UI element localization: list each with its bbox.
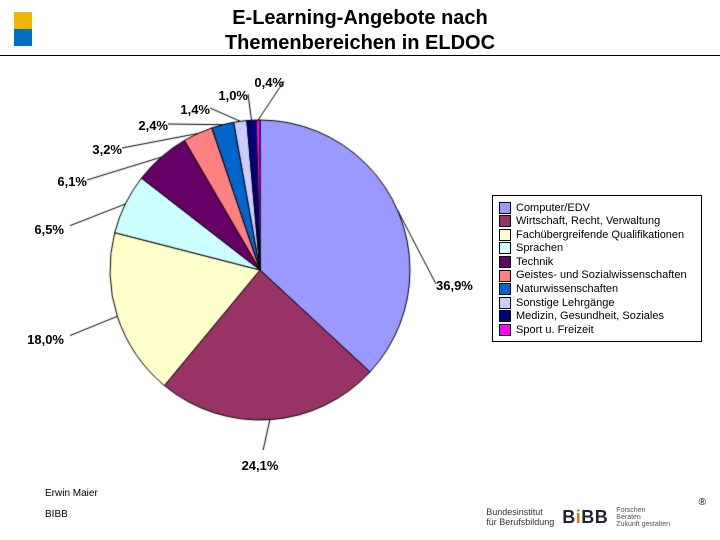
legend-label: Medizin, Gesundheit, Soziales bbox=[516, 310, 664, 322]
legend-row: Sport u. Freizeit bbox=[499, 324, 695, 336]
legend-label: Wirtschaft, Recht, Verwaltung bbox=[516, 215, 660, 227]
legend-swatch bbox=[499, 310, 511, 322]
legend-label: Naturwissenschaften bbox=[516, 283, 618, 295]
legend-label: Sonstige Lehrgänge bbox=[516, 297, 614, 309]
registered-mark: ® bbox=[699, 497, 706, 508]
brand-tag-2: Beraten bbox=[616, 514, 670, 521]
brand-tag-1: Forschen bbox=[616, 507, 670, 514]
title-line-1: E-Learning-Angebote nach bbox=[232, 7, 488, 29]
pie-pct-label: 18,0% bbox=[27, 332, 64, 347]
pie-pct-label: 6,5% bbox=[34, 222, 64, 237]
legend-row: Fachübergreifende Qualifikationen bbox=[499, 229, 695, 241]
pie-pct-label: 0,4% bbox=[254, 75, 284, 90]
legend-row: Technik bbox=[499, 256, 695, 268]
legend-swatch bbox=[499, 283, 511, 295]
brand-tagline: Forschen Beraten Zukunft gestalten bbox=[616, 507, 670, 528]
brand-block: Bundesinstitut für Berufsbildung BiBB Fo… bbox=[486, 507, 670, 528]
brand-logo: BiBB bbox=[562, 507, 608, 528]
legend: Computer/EDVWirtschaft, Recht, Verwaltun… bbox=[492, 195, 702, 342]
brand-bundes-l2: für Berufsbildung bbox=[486, 518, 554, 527]
slide: E-Learning-Angebote nach Themenbereichen… bbox=[0, 0, 720, 540]
pie-pct-label: 36,9% bbox=[436, 278, 473, 293]
legend-row: Medizin, Gesundheit, Soziales bbox=[499, 310, 695, 322]
legend-row: Wirtschaft, Recht, Verwaltung bbox=[499, 215, 695, 227]
legend-swatch bbox=[499, 256, 511, 268]
legend-swatch bbox=[499, 324, 511, 336]
legend-row: Naturwissenschaften bbox=[499, 283, 695, 295]
legend-row: Sprachen bbox=[499, 242, 695, 254]
legend-swatch bbox=[499, 229, 511, 241]
footer: Erwin Maier BIBB bbox=[45, 487, 98, 522]
legend-row: Sonstige Lehrgänge bbox=[499, 297, 695, 309]
title-line-2: Themenbereichen in ELDOC bbox=[225, 32, 495, 54]
slide-title: E-Learning-Angebote nach Themenbereichen… bbox=[0, 6, 720, 56]
legend-swatch bbox=[499, 270, 511, 282]
brand-bundes: Bundesinstitut für Berufsbildung bbox=[486, 508, 554, 527]
legend-label: Computer/EDV bbox=[516, 202, 590, 214]
pie-pct-label: 1,0% bbox=[218, 88, 248, 103]
pie-chart: 36,9%24,1%18,0%6,5%6,1%3,2%2,4%1,4%1,0%0… bbox=[70, 70, 450, 450]
pie-pct-label: 24,1% bbox=[242, 458, 279, 473]
pie-pct-label: 2,4% bbox=[138, 118, 168, 133]
legend-swatch bbox=[499, 297, 511, 309]
pie-pct-label: 3,2% bbox=[92, 142, 122, 157]
legend-label: Fachübergreifende Qualifikationen bbox=[516, 229, 684, 241]
footer-org: BIBB bbox=[45, 508, 98, 523]
legend-swatch bbox=[499, 215, 511, 227]
legend-swatch bbox=[499, 242, 511, 254]
pie-pct-label: 6,1% bbox=[57, 174, 87, 189]
legend-label: Sprachen bbox=[516, 242, 563, 254]
legend-label: Sport u. Freizeit bbox=[516, 324, 594, 336]
legend-label: Technik bbox=[516, 256, 553, 268]
title-underline bbox=[0, 55, 720, 56]
pie-pct-label: 1,4% bbox=[180, 102, 210, 117]
legend-label: Geistes- und Sozialwissenschaften bbox=[516, 269, 687, 281]
legend-row: Computer/EDV bbox=[499, 202, 695, 214]
footer-author: Erwin Maier bbox=[45, 487, 98, 502]
pie-canvas bbox=[70, 70, 450, 450]
brand-tag-3: Zukunft gestalten bbox=[616, 521, 670, 528]
legend-swatch bbox=[499, 202, 511, 214]
legend-row: Geistes- und Sozialwissenschaften bbox=[499, 269, 695, 281]
